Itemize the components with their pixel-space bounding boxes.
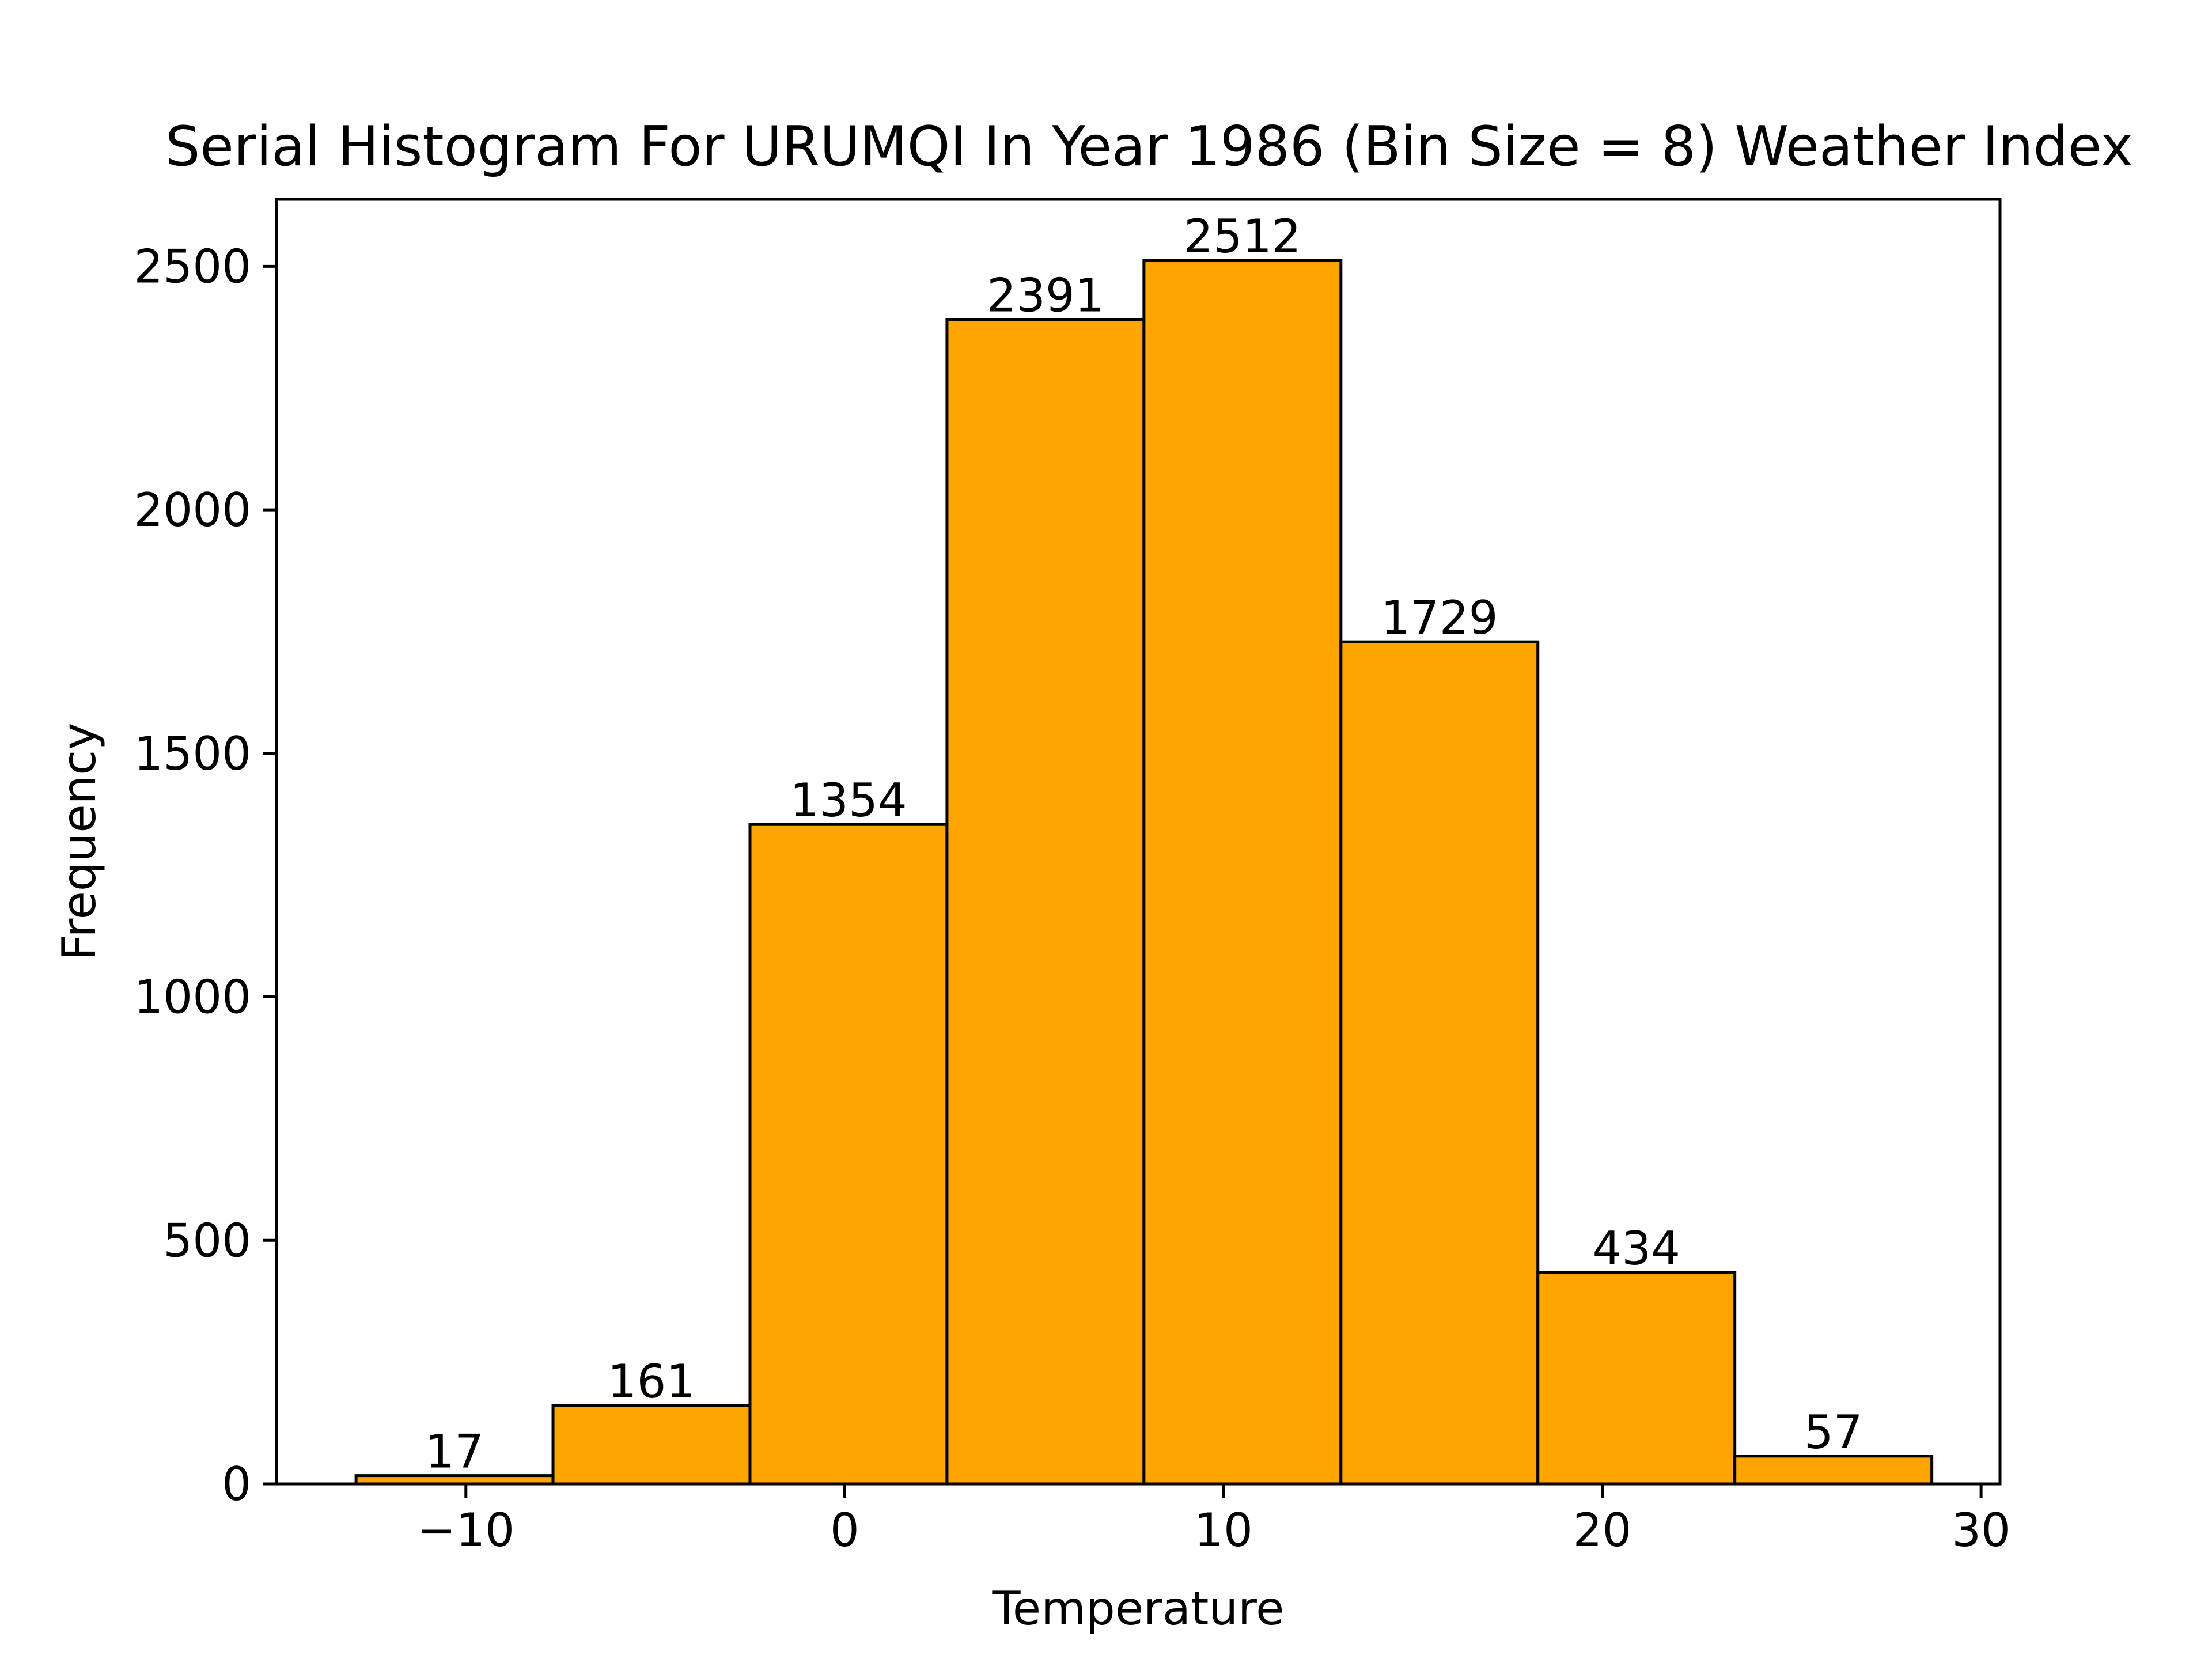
data-labels-group: 17 161 1354 2391 2512 1729 434 57 <box>425 210 1862 1478</box>
bar-value-label: 434 <box>1592 1222 1680 1275</box>
bar-value-label: 1354 <box>790 774 907 827</box>
plot-area-frame <box>275 198 2002 1486</box>
bar-value-label: 2512 <box>1184 210 1301 263</box>
y-tick-label: 1500 <box>134 727 251 781</box>
x-tick-label: 0 <box>830 1503 859 1557</box>
y-tick-label: 2000 <box>134 483 251 537</box>
y-axis-ticks: 0 500 1000 1500 2000 2500 <box>134 240 276 1511</box>
bar-value-label: 57 <box>1804 1406 1863 1459</box>
bar-value-label: 17 <box>425 1425 484 1479</box>
histogram-bar <box>1142 259 1343 1486</box>
histogram-bar <box>1339 640 1540 1486</box>
x-tick-label: 30 <box>1952 1503 2010 1557</box>
y-axis-label: Frequency <box>52 722 106 960</box>
bar-value-label: 2391 <box>987 268 1104 322</box>
histogram-bar <box>1536 1271 1737 1486</box>
x-axis-ticks: −10 0 10 20 30 <box>417 1484 2010 1557</box>
x-tick-label: 20 <box>1573 1503 1632 1557</box>
x-axis-label: Temperature <box>992 1582 1285 1635</box>
histogram-bar <box>551 1404 752 1486</box>
y-tick-label: 500 <box>163 1214 251 1267</box>
x-tick-label: 10 <box>1194 1503 1253 1557</box>
bar-value-label: 1729 <box>1381 591 1498 645</box>
bars-group <box>354 259 1934 1486</box>
histogram-bar <box>945 317 1146 1486</box>
x-tick-label: −10 <box>417 1503 514 1557</box>
histogram-bar <box>1733 1455 1934 1486</box>
y-tick-label: 0 <box>222 1457 251 1511</box>
y-tick-label: 2500 <box>134 240 251 293</box>
chart-title: Serial Histogram For URUMQI In Year 1986… <box>165 115 2133 179</box>
y-tick-label: 1000 <box>134 971 251 1024</box>
bar-value-label: 161 <box>608 1355 696 1408</box>
histogram-bar <box>748 823 949 1486</box>
